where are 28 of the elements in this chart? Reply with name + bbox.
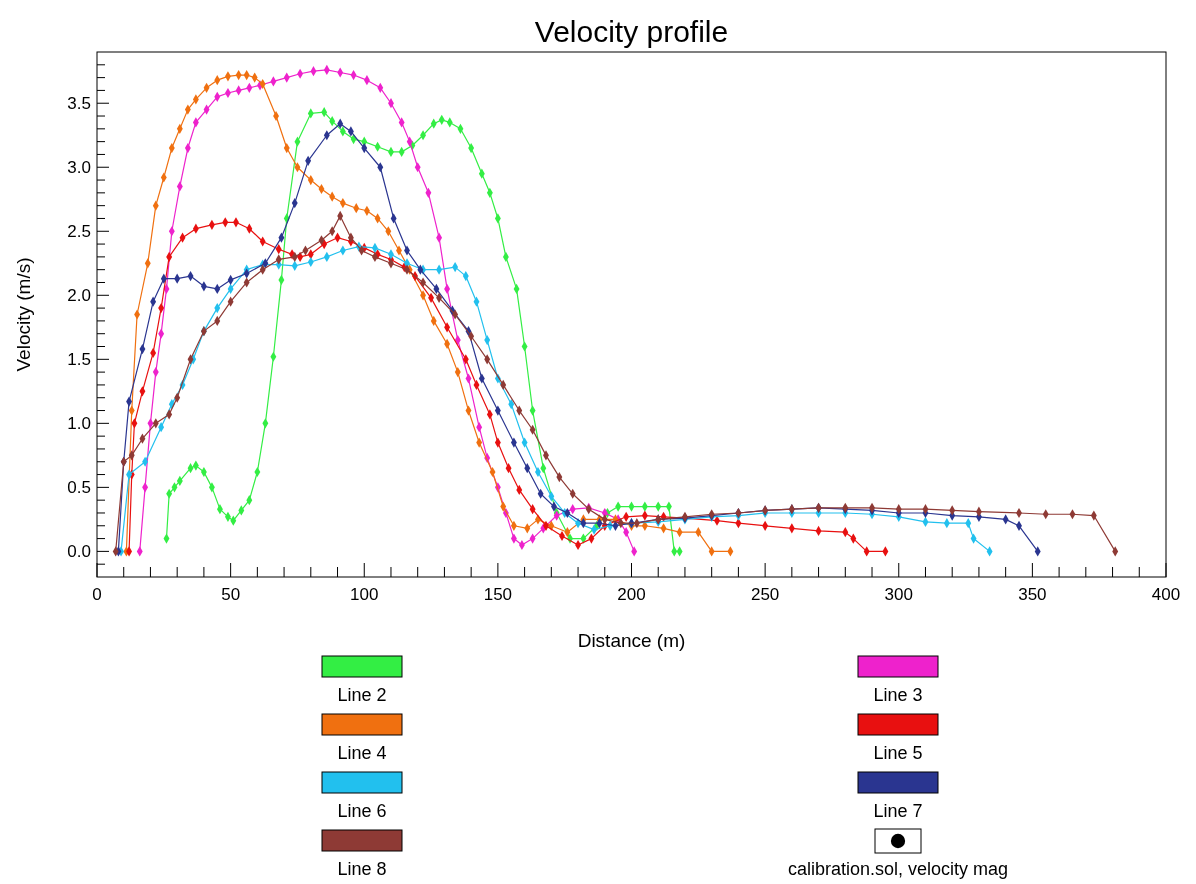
x-axis-title: Distance (m) [577,630,686,651]
x-tick-label: 200 [617,585,646,604]
legend-label: Line 4 [337,743,387,763]
legend-label: Line 2 [337,685,387,705]
x-tick-label: 350 [1018,585,1047,604]
y-axis-title: Velocity (m/s) [13,257,34,372]
x-tick-label: 50 [221,585,241,604]
legend-label: Line 7 [873,801,923,821]
y-tick-label: 1.0 [67,414,91,434]
x-tick-label: 300 [884,585,913,604]
x-tick-label: 0 [92,585,102,604]
legend-label: Line 8 [337,859,387,879]
legend-label: Line 6 [337,801,387,821]
x-tick-label: 250 [750,585,780,604]
chart-title: Velocity profile [534,15,729,48]
legend-label: Line 5 [873,743,923,763]
y-tick-label: 2.0 [67,286,91,306]
y-tick-label: 3.0 [67,158,91,178]
y-tick-label: 2.5 [67,222,91,242]
y-tick-label: 3.5 [67,94,91,114]
legend-label: calibration.sol, velocity mag [787,859,1009,879]
legend-label: Line 3 [873,685,923,705]
x-tick-label: 150 [483,585,513,604]
x-tick-label: 400 [1151,585,1181,604]
y-tick-label: 1.5 [67,350,91,370]
x-tick-label: 100 [350,585,379,604]
y-tick-label: 0.0 [67,542,91,562]
y-tick-label: 0.5 [67,478,91,498]
